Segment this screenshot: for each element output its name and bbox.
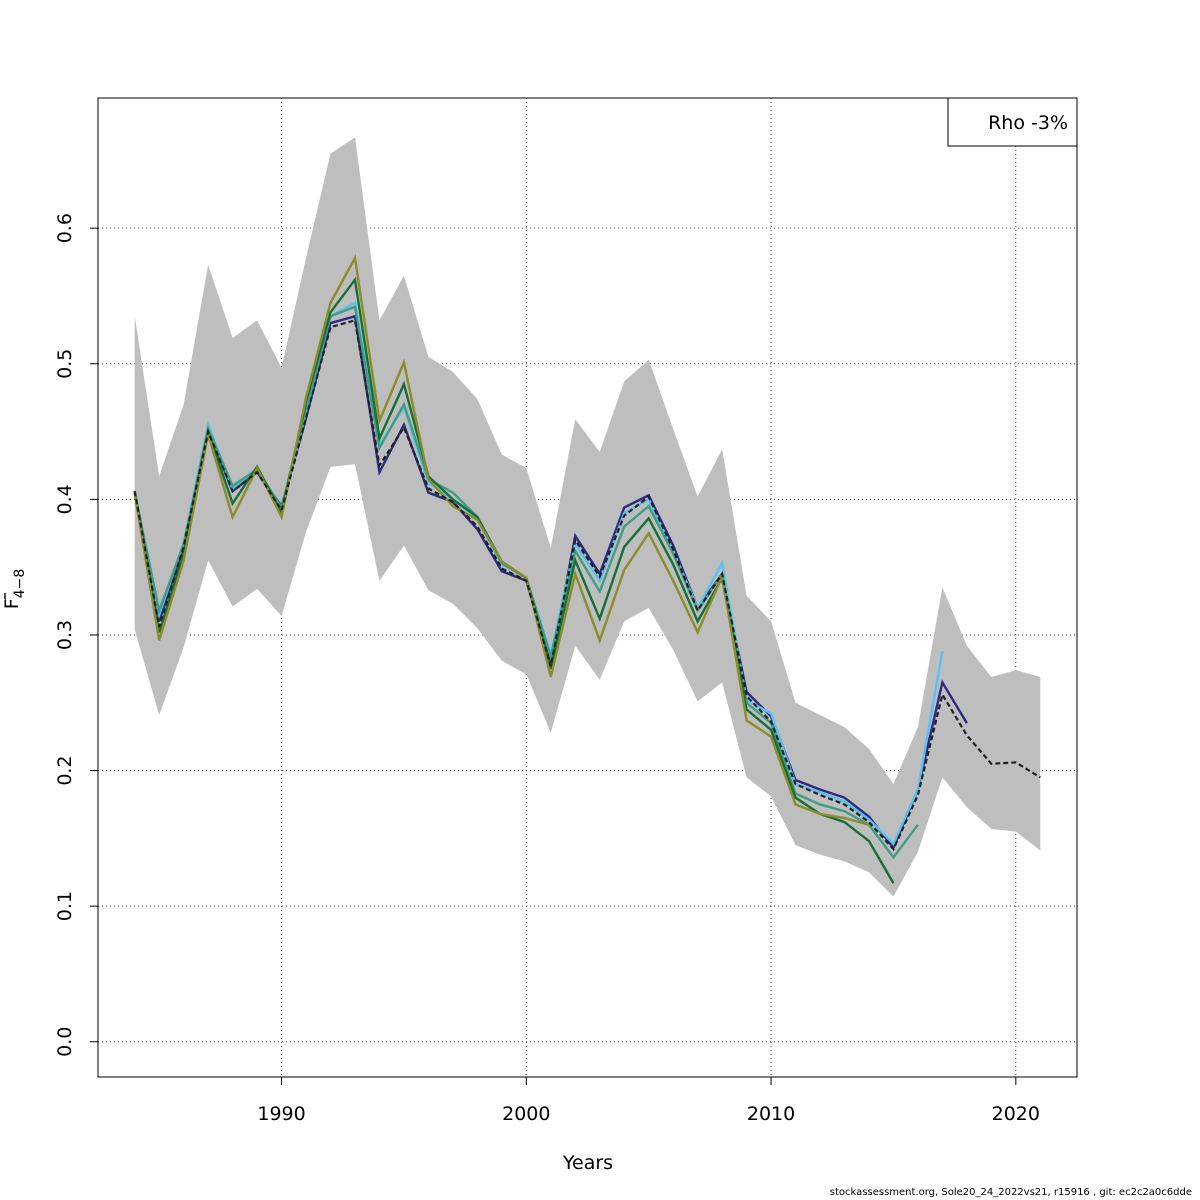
x-axis: 1990 2000 2010 2020: [257, 1077, 1040, 1125]
legend-box: [947, 97, 1078, 147]
x-tick-label: 1990: [257, 1103, 305, 1125]
y-tick-label: 0.2: [54, 755, 76, 785]
confidence-band-area: [134, 137, 1041, 897]
svg-text:F4−8: F4−8: [1, 569, 28, 609]
y-axis-label-subscript: 4−8: [12, 569, 28, 599]
y-axis-label: F4−8: [1, 569, 28, 609]
series-line-5: [133, 254, 870, 826]
confidence-band: [134, 137, 1041, 897]
footer-credit: stockassessment.org, Sole20_24_2022vs21,…: [829, 1187, 1192, 1198]
x-tick-label: 2010: [747, 1103, 795, 1125]
series-line-dashed: [133, 318, 1041, 852]
legend: Rho -3%: [947, 97, 1078, 147]
series-lines: [133, 254, 1041, 884]
y-tick-label: 0.6: [54, 213, 76, 243]
legend-rho-text: Rho -3%: [988, 112, 1068, 134]
y-tick-label: 0.5: [54, 349, 76, 379]
x-tick-label: 2020: [992, 1103, 1040, 1125]
y-tick-label: 0.3: [54, 620, 76, 650]
plot-frame: [97, 97, 1078, 1078]
y-tick-label: 0.0: [54, 1027, 76, 1057]
y-tick-label: 0.1: [54, 891, 76, 921]
y-axis: 0.0 0.1 0.2 0.3 0.4 0.5 0.6: [54, 213, 98, 1057]
y-tick-label: 0.4: [54, 484, 76, 514]
x-axis-label: Years: [562, 1152, 613, 1174]
x-tick-label: 2000: [502, 1103, 550, 1125]
y-axis-label-main: F: [1, 598, 23, 609]
